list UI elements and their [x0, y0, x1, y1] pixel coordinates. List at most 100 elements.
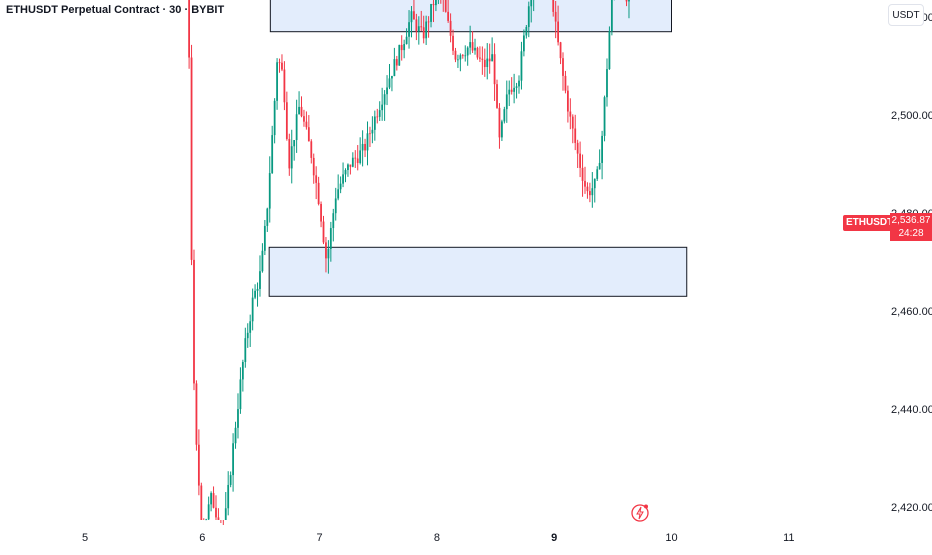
candle [582, 154, 584, 196]
candle [193, 250, 195, 391]
candle [364, 139, 366, 157]
candle [503, 107, 505, 124]
candle [569, 98, 571, 129]
candle [594, 178, 596, 202]
candle [574, 115, 576, 150]
candle [315, 166, 317, 199]
candle [230, 471, 232, 487]
candle [601, 131, 603, 179]
time-tick-label: 7 [317, 532, 323, 544]
candle [362, 130, 364, 166]
candle [208, 497, 210, 520]
candle [254, 284, 256, 299]
candle [310, 139, 312, 163]
candle [244, 328, 246, 368]
lightning-event-icon[interactable] [630, 503, 650, 523]
candle [445, 0, 447, 13]
candle [286, 92, 288, 141]
candle [452, 30, 454, 55]
time-tick-label: 6 [199, 532, 205, 544]
candle [389, 64, 391, 89]
candle [281, 54, 283, 71]
candle [352, 152, 354, 167]
currency-selector[interactable]: USDT [888, 4, 924, 26]
price-axis[interactable]: 2,420.002,440.002,460.002,480.002,500.00… [884, 0, 932, 550]
candle [391, 76, 393, 91]
candle [213, 486, 215, 508]
price-tick-label: 2,500.00 [891, 110, 932, 122]
candle [335, 188, 337, 221]
candle [274, 98, 276, 143]
last-price-value: 2,536.87 [890, 214, 932, 227]
candle [381, 88, 383, 121]
candle [200, 483, 202, 520]
time-tick-label: 9 [551, 532, 557, 544]
candle [467, 46, 469, 66]
candle [599, 149, 601, 169]
candle [347, 163, 349, 176]
candle [293, 140, 295, 161]
candle [591, 172, 593, 208]
candle [320, 201, 322, 227]
candle [396, 56, 398, 71]
candle [479, 46, 481, 62]
candle [398, 45, 400, 66]
candle [371, 116, 373, 143]
candle [572, 114, 574, 143]
candle [484, 49, 486, 77]
candle [513, 74, 515, 103]
candle [489, 44, 491, 74]
candle [521, 42, 523, 90]
zone-box-3[interactable] [269, 247, 687, 296]
candle [376, 109, 378, 124]
last-price-tag: 2,536.87 24:28 [890, 213, 932, 241]
candle [303, 110, 305, 127]
candle [349, 164, 351, 174]
candle [359, 137, 361, 164]
candle [567, 86, 569, 123]
candle [464, 45, 466, 61]
candle [227, 471, 229, 515]
candle [354, 150, 356, 168]
candle [477, 47, 479, 60]
candle [499, 103, 501, 149]
candle [393, 48, 395, 76]
candle [494, 43, 496, 101]
time-tick-label: 10 [665, 532, 677, 544]
candle [205, 519, 207, 520]
candle [288, 134, 290, 176]
candle [249, 315, 251, 347]
candle [474, 39, 476, 55]
zone-layer [20, 0, 724, 296]
candle [262, 243, 264, 272]
candle [240, 367, 242, 414]
candle [308, 115, 310, 142]
candle [306, 111, 308, 129]
candle [579, 142, 581, 178]
candle [606, 58, 608, 106]
candle [242, 360, 244, 392]
candle [313, 154, 315, 184]
candle [384, 90, 386, 121]
candle [298, 91, 300, 114]
candle [457, 55, 459, 68]
candle [340, 176, 342, 193]
candle [318, 177, 320, 206]
candle [374, 111, 376, 141]
candle [403, 40, 405, 59]
price-tick-label: 2,440.00 [891, 404, 932, 416]
candle [332, 209, 334, 242]
candle [587, 182, 589, 198]
candle [247, 323, 249, 348]
candle [386, 75, 388, 105]
candle [589, 183, 591, 202]
candle [235, 422, 237, 449]
candle [367, 121, 369, 165]
candle [264, 220, 266, 255]
candle [611, 0, 613, 35]
candle [518, 75, 520, 93]
candle [259, 255, 261, 296]
